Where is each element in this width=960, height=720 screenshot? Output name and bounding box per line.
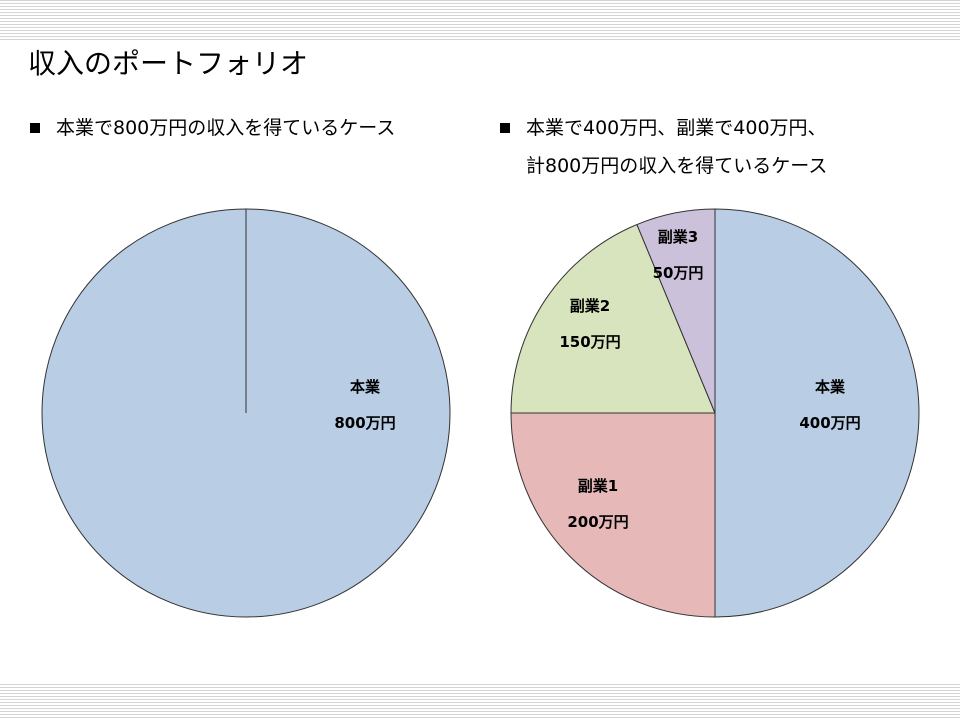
- slice-label-main-job: 本業: [815, 378, 846, 396]
- page-title: 収入のポートフォリオ: [28, 47, 309, 80]
- bullet-line: 本業で400万円、副業で400万円、: [500, 109, 827, 147]
- bullet-line-continuation: 計800万円の収入を得ているケース: [500, 147, 827, 185]
- footer-stripe-band: [0, 684, 960, 720]
- bullet-text: 本業で800万円の収入を得ているケース: [56, 117, 396, 139]
- bullet-text: 計800万円の収入を得ているケース: [526, 155, 828, 177]
- slice-value-label-main-job: 400万円: [799, 414, 860, 432]
- slice-value-label-main-job: 800万円: [334, 414, 395, 432]
- slice-label-side-job-3: 副業3: [658, 228, 698, 246]
- pie-slice-main-job: [714, 208, 920, 618]
- pie-chart-single-income: 本業 800万円: [41, 208, 451, 618]
- slice-value-label-side-job-1: 200万円: [567, 513, 628, 531]
- slice-value-label-side-job-2: 150万円: [559, 333, 620, 351]
- slice-value-label-side-job-3: 50万円: [653, 264, 704, 282]
- slice-label-side-job-1: 副業1: [578, 477, 618, 495]
- left-case-description: 本業で800万円の収入を得ているケース: [30, 109, 395, 147]
- right-case-description: 本業で400万円、副業で400万円、 計800万円の収入を得ているケース: [500, 109, 827, 185]
- square-bullet-icon: [500, 123, 510, 133]
- pie-slice-side-job-3: [636, 208, 716, 414]
- pie-slice-side-job-2: [510, 224, 716, 414]
- pie-slice-side-job-1: [510, 412, 716, 618]
- title-area: 収入のポートフォリオ: [0, 40, 960, 92]
- slice-label-side-job-2: 副業2: [570, 297, 610, 315]
- square-bullet-icon: [30, 123, 40, 133]
- slice-label-main-job: 本業: [350, 378, 381, 396]
- bullet-text: 本業で400万円、副業で400万円、: [526, 117, 827, 139]
- bullet-line: 本業で800万円の収入を得ているケース: [30, 109, 395, 147]
